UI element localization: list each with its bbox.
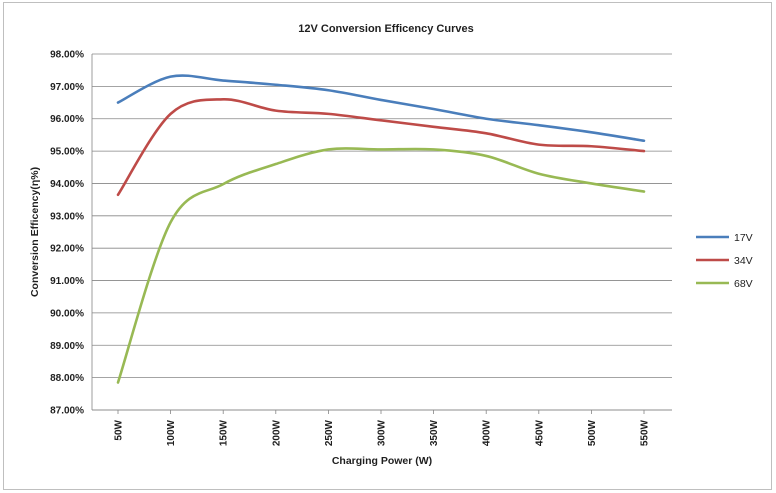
x-tick-label: 450W	[534, 419, 545, 446]
x-tick-label: 400W	[482, 419, 493, 446]
x-tick-label: 500W	[587, 419, 598, 446]
legend-label-17v: 17V	[734, 232, 753, 244]
y-axis-title: Conversion Efficency(η%)	[29, 167, 41, 297]
series-line-68v	[116, 147, 646, 384]
series-line-34v	[116, 98, 646, 197]
series-line-17v	[116, 74, 646, 143]
x-tick-label: 300W	[377, 419, 388, 446]
legend: 17V 34V 68V	[696, 232, 753, 290]
y-tick-label: 89.00%	[50, 341, 84, 352]
x-tick-label: 50W	[114, 419, 125, 440]
x-tick-label: 100W	[166, 419, 177, 446]
y-tick-label: 93.00%	[50, 211, 84, 222]
y-tick-label: 92.00%	[50, 244, 84, 255]
legend-label-34v: 34V	[734, 255, 753, 267]
y-tick-label: 98.00%	[50, 50, 84, 61]
y-axis: 87.00% 88.00% 89.00% 90.00% 91.00% 92.00% 93.0…	[50, 50, 93, 417]
gridlines	[92, 53, 672, 411]
y-tick-label: 96.00%	[50, 114, 84, 125]
x-tick-label: 200W	[271, 419, 282, 446]
y-tick-label: 95.00%	[50, 147, 84, 158]
x-axis: 50W 100W 150W 200W 250W 300W 350W 400W 450W 500W 5…	[92, 409, 672, 446]
x-tick-label: 150W	[219, 419, 230, 446]
chart-border	[3, 2, 772, 490]
chart-title: 12V Conversion Efficency Curves	[298, 23, 473, 35]
y-tick-label: 94.00%	[50, 179, 84, 190]
y-tick-label: 88.00%	[50, 373, 84, 384]
x-tick-label: 250W	[324, 419, 335, 446]
y-tick-label: 97.00%	[50, 82, 84, 93]
legend-label-68v: 68V	[734, 278, 753, 290]
y-tick-label: 91.00%	[50, 276, 84, 287]
series-lines	[116, 74, 646, 384]
x-tick-label: 350W	[429, 419, 440, 446]
x-axis-title: Charging Power (W)	[332, 455, 432, 467]
x-tick-label: 550W	[640, 419, 651, 446]
y-tick-label: 90.00%	[50, 308, 84, 319]
y-tick-label: 87.00%	[50, 406, 84, 417]
